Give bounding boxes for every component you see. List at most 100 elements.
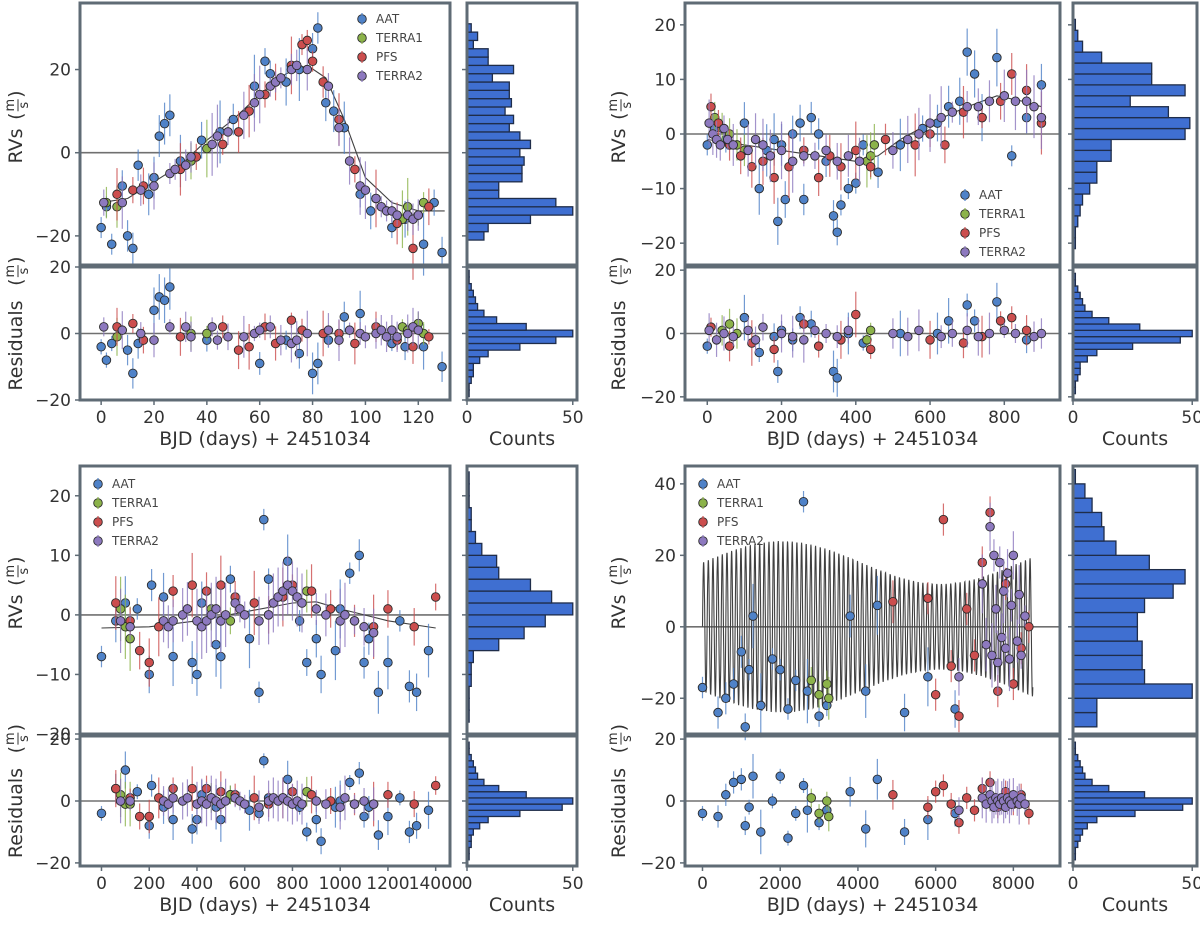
rv-point-pfs [430,592,441,602]
residual-point-aat [411,821,422,831]
legend-label-terra1: TERRA1 [375,31,423,45]
rv-histogram-bar [1072,540,1117,556]
hist-xtick-label: 0 [462,874,473,894]
residual-point-pfs [865,344,876,355]
rv-ylabel-unit-num: m [606,565,621,578]
rv-point-aat [423,645,434,656]
rv-ylabel: RVs (m s) [3,90,32,163]
residual-point-terra2 [799,335,809,345]
residual-point-aat [943,316,954,326]
rv-histogram-bar [466,590,553,604]
residual-point-aat [739,312,750,323]
rv-point-aat [740,722,750,732]
rv-histogram-bar [466,172,523,183]
residual-point-terra2 [323,325,334,335]
rv-point-aat [836,200,846,210]
rv-point-terra2 [297,598,307,608]
legend-label-terra2: TERRA2 [111,534,159,548]
residual-point-terra2 [254,802,264,812]
hist-xtick-label: 50 [562,874,584,894]
x-axis-label: BJD (days) + 2451034 [159,428,371,450]
residual-point-terra2 [1036,328,1047,339]
residual-histogram-bar [466,791,527,799]
residual-point-terra2 [321,799,331,809]
rv-point-pfs [383,604,393,614]
rv-point-aat [860,686,871,696]
residual-point-terra2 [821,328,831,339]
residual-histogram-bar [1072,317,1110,325]
rv-point-aat [96,651,107,662]
rv-point-terra1 [824,693,834,704]
residual-point-terra2 [136,328,146,339]
xtick-label: 600 [228,874,260,894]
rv-point-terra2 [914,129,924,139]
residual-point-aat [802,805,813,816]
residual-histogram-bar [1072,329,1193,338]
rv-histogram-bar [1072,62,1153,75]
rv-point-aat [697,682,708,693]
rv-point-terra2 [349,616,360,626]
rv-histogram-bar [466,626,525,640]
residual-histogram-bar [1072,815,1098,824]
residual-point-terra2 [999,325,1010,336]
rv-point-aat [316,669,326,680]
residual-point-aat [962,300,972,310]
residual-point-terra1 [865,325,876,336]
counts-axis-label: Counts [1102,428,1168,450]
rv-point-aat [744,664,754,675]
residual-ylabel-unit-den: s [620,735,635,742]
residual-point-aat [383,811,393,822]
residual-ylabel-paren-close: ) [5,256,27,263]
rv-point-terra2 [276,73,286,83]
residual-point-pfs [424,332,434,342]
residual-point-pfs [961,793,972,803]
rv-point-pfs [144,657,154,668]
residual-point-aat [146,780,157,791]
rv-point-terra2 [321,610,331,620]
legend-label-terra1: TERRA1 [978,207,1026,221]
residual-histogram-bar [466,329,574,338]
residual-point-terra2 [704,325,714,336]
rv-point-aat [354,550,365,561]
xtick-label: 2000 [759,874,802,894]
residual-ylabel-text: Residuals [5,768,27,858]
rv-point-terra2 [1010,96,1021,106]
rv-point-aat [143,189,154,200]
residual-point-terra2 [973,331,984,342]
xtick-label: 8000 [992,874,1035,894]
counts-axis-label: Counts [1102,894,1168,916]
rv-point-aat [775,664,785,675]
residual-point-pfs [286,315,297,325]
residual-point-terra2 [349,799,360,809]
rv-histogram-bar [1072,640,1143,657]
residual-point-aat [992,297,1002,307]
residual-histogram-bar [466,797,574,805]
residual-histogram-bar [466,322,527,331]
rv-point-aat [313,23,323,33]
legend-label-terra1: TERRA1 [716,496,764,510]
rv-point-terra2 [987,650,997,661]
hist-xtick-label: 0 [1068,874,1079,894]
rv-axes-frame [683,464,1062,736]
xtick-label: 0 [702,408,713,428]
residual-point-aat [437,362,447,372]
rv-point-pfs [930,689,941,700]
rv-point-terra2 [249,98,260,108]
rv-point-terra2 [115,616,126,626]
rv-point-pfs [954,711,964,721]
rv-histogram-bar [1072,697,1098,714]
residual-point-pfs [1006,312,1017,323]
rv-point-terra2 [323,81,334,91]
residual-point-pfs [249,793,260,803]
rv-point-terra2 [722,134,733,145]
residual-ylabel-text: Residuals [5,300,27,390]
residual-point-pfs [958,338,969,348]
xtick-label: 1200 [366,874,409,894]
xtick-label: 0 [697,874,708,894]
rv-point-terra2 [925,118,935,128]
rv-point-aat [437,247,447,258]
hist-xtick-label: 50 [562,408,584,428]
rv-histogram-frame [1071,464,1199,736]
rv-histogram-bar [466,64,515,75]
